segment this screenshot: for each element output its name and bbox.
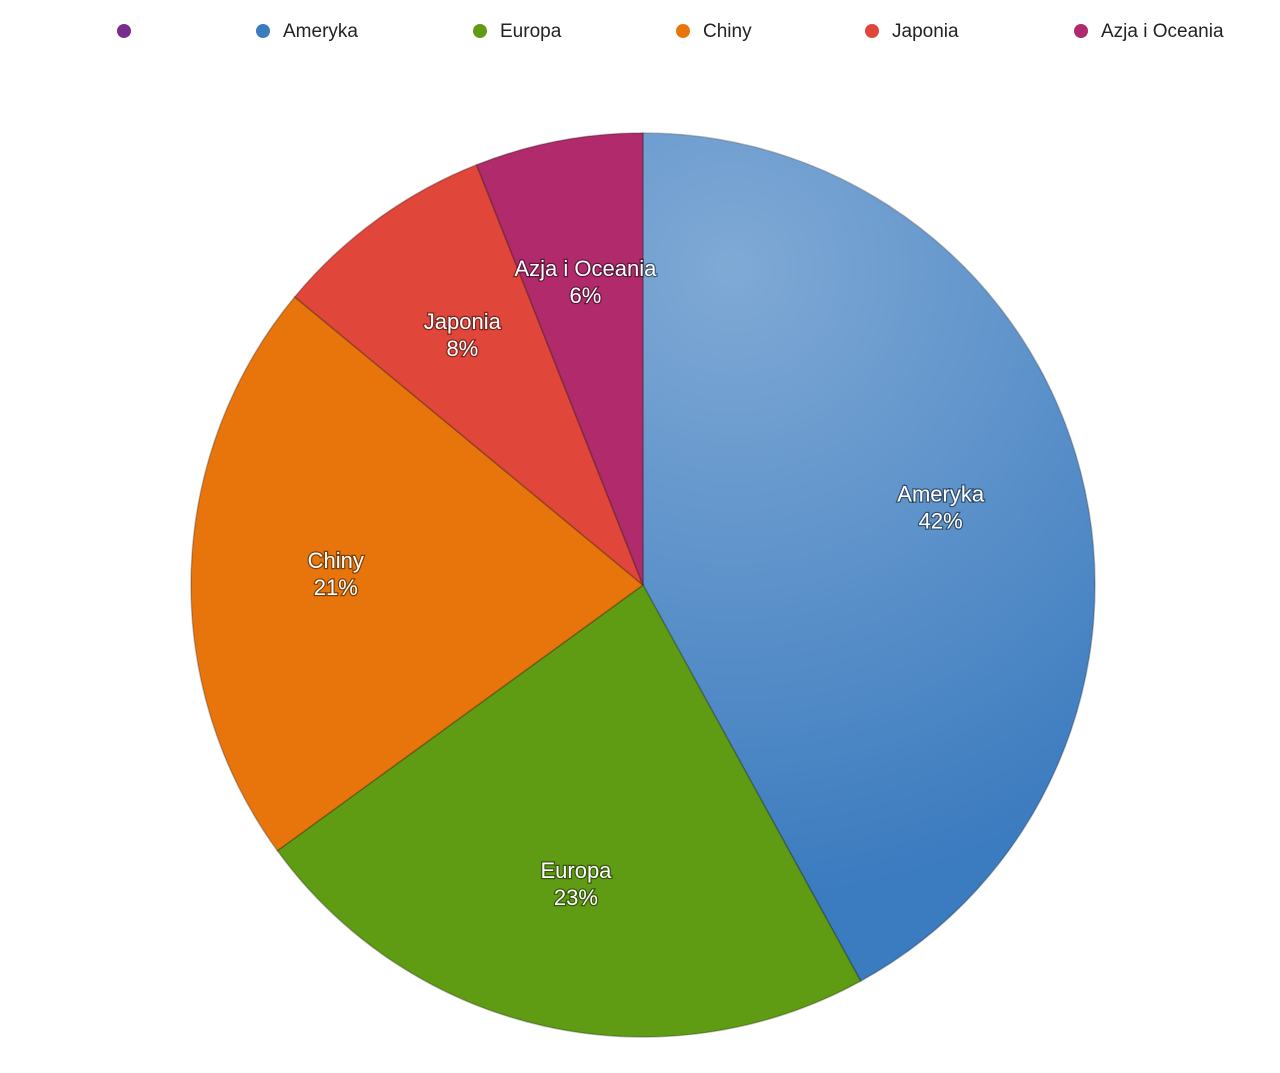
legend-marker xyxy=(256,24,270,38)
data-label: 42% xyxy=(919,508,963,533)
pie-slice xyxy=(190,295,645,852)
legend-label: Europa xyxy=(500,21,562,42)
data-label-name: Japonia xyxy=(424,309,502,334)
data-label: 6% xyxy=(570,283,602,308)
pie-slice xyxy=(276,583,862,1038)
legend-label: Ameryka xyxy=(283,21,358,42)
data-label: 8% xyxy=(446,336,478,361)
data-label-name: Ameryka xyxy=(897,481,985,506)
legend: Ameryka Europa Chiny Japonia Azja i Oceania xyxy=(117,21,1224,42)
data-label-name: Azja i Oceania xyxy=(514,256,657,281)
legend-label: Azja i Oceania xyxy=(1101,21,1224,42)
data-label: 23% xyxy=(554,885,598,910)
data-label-name: Chiny xyxy=(308,548,364,573)
pie-slice xyxy=(475,132,644,586)
legend-label: Japonia xyxy=(892,21,959,42)
legend-marker xyxy=(117,24,131,38)
legend-label: Chiny xyxy=(703,21,752,42)
legend-marker xyxy=(865,24,879,38)
legend-marker xyxy=(676,24,690,38)
data-label: 21% xyxy=(314,575,358,600)
legend-marker xyxy=(473,24,487,38)
data-label-name: Europa xyxy=(540,858,612,883)
pie-slice xyxy=(293,163,644,586)
legend-marker xyxy=(1074,24,1088,38)
